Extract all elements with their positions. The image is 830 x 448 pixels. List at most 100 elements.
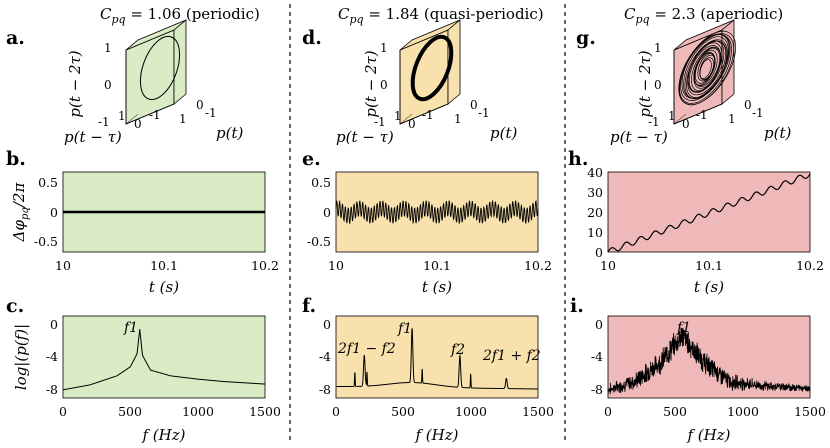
series-line-h xyxy=(607,173,811,253)
cube-zlabel-d: p(t) xyxy=(490,124,517,142)
spectrum-xlabel-i: f (Hz) xyxy=(686,426,730,444)
xtick-c-3: 1000 xyxy=(182,404,214,419)
panel-label-a: a. xyxy=(6,27,25,49)
series-line-i xyxy=(607,327,811,395)
svg-text:-1: -1 xyxy=(696,108,708,122)
ytick-e-2: 0 xyxy=(323,205,331,220)
phase-panel-b: b. Δφpq/2π 0.5 0 -0.5 10 10.1 10.2 t (s) xyxy=(6,148,279,296)
annotation-2f1-minus-f2: 2f1 − f2 xyxy=(337,341,396,357)
svg-text:Cpq = 1.84 (quasi-periodic): Cpq = 1.84 (quasi-periodic) xyxy=(338,5,544,26)
attractor-loop-d xyxy=(410,34,454,102)
svg-text:1: 1 xyxy=(118,109,126,123)
panel-label-d: d. xyxy=(302,27,322,49)
svg-text:1: 1 xyxy=(728,112,736,126)
cube-zlabel-a: p(t) xyxy=(216,124,243,142)
cube-ylabel-a: p(t − 2τ) xyxy=(66,50,84,117)
xtick-b-2: 10.1 xyxy=(150,258,178,273)
panel-label-h: h. xyxy=(568,148,588,170)
svg-text:-1: -1 xyxy=(478,106,490,120)
ytick-i-3: -8 xyxy=(591,382,603,397)
xtick-i-4: 1500 xyxy=(794,404,826,419)
svg-text:0: 0 xyxy=(654,78,662,92)
spectrum-panel-f: f. 0 -4 -8 2f1 − f2 f1 f2 2f1 + f2 0 500… xyxy=(302,295,554,444)
cube-side-a xyxy=(173,19,187,105)
xtick-h-3: 10.2 xyxy=(796,258,824,273)
spectrum-ylabel-c: log|(p(f)| xyxy=(12,324,30,390)
column-title-quasi-periodic: Cpq = 1.84 (quasi-periodic) xyxy=(338,5,544,26)
svg-text:0: 0 xyxy=(134,117,142,131)
ytick-h-3: 20 xyxy=(587,205,603,220)
svg-text:-1: -1 xyxy=(648,115,660,129)
xtick-c-2: 500 xyxy=(118,404,142,419)
ytick-i-2: -4 xyxy=(591,349,603,364)
xtick-f-1: 0 xyxy=(332,404,340,419)
xtick-b-1: 10 xyxy=(55,258,71,273)
attractor-ring-21 xyxy=(678,30,736,106)
annotation-f1-i: f1 xyxy=(676,320,691,336)
svg-text:0: 0 xyxy=(196,98,204,112)
xtick-h-2: 10.1 xyxy=(695,258,723,273)
svg-text:-1: -1 xyxy=(149,108,161,122)
cube-ylabel-g: p(t − 2τ) xyxy=(636,50,654,117)
svg-text:1: 1 xyxy=(104,41,112,55)
svg-text:1: 1 xyxy=(394,109,402,123)
xtick-i-2: 500 xyxy=(663,404,687,419)
cube-xlabel-g: p(t − τ) xyxy=(610,128,668,146)
svg-text:1: 1 xyxy=(454,112,462,126)
attractor-loop-a xyxy=(139,35,181,101)
panel-label-b: b. xyxy=(6,148,26,170)
svg-text:-1: -1 xyxy=(98,115,110,129)
column-title-periodic: Cpq = 1.06 (periodic) xyxy=(100,5,260,26)
spectrum-xlabel-f: f (Hz) xyxy=(414,426,458,444)
panel-label-g: g. xyxy=(576,27,596,49)
cube-xlabel-d: p(t − τ) xyxy=(336,128,394,146)
phase-panel-e: e. 0.5 0 -0.5 10 10.1 10.2 t (s) xyxy=(302,148,552,296)
ytick-h-1: 40 xyxy=(587,165,603,180)
xtick-c-1: 0 xyxy=(59,404,67,419)
xtick-i-3: 1000 xyxy=(727,404,759,419)
phase-xlabel-e: t (s) xyxy=(422,278,452,296)
svg-text:1: 1 xyxy=(654,41,662,55)
ytick-c-3: -8 xyxy=(46,382,58,397)
svg-text:-1: -1 xyxy=(422,108,434,122)
panel-label-f: f. xyxy=(302,295,316,317)
xtick-f-3: 1000 xyxy=(455,404,487,419)
ytick-f-1: 0 xyxy=(323,317,331,332)
svg-text:-1: -1 xyxy=(205,106,217,120)
annotation-f1-c: f1 xyxy=(123,320,138,336)
xtick-b-3: 10.2 xyxy=(251,258,279,273)
phase-xlabel-b: t (s) xyxy=(149,278,179,296)
spectrum-panel-c: c. log|(p(f)| 0 -4 -8 f1 0 500 1000 1500… xyxy=(6,295,281,444)
series-line-c xyxy=(62,329,266,391)
ytick-c-1: 0 xyxy=(50,317,58,332)
svg-text:0: 0 xyxy=(104,78,112,92)
xtick-e-1: 10 xyxy=(328,258,344,273)
cube-side-d xyxy=(447,19,461,105)
cube-zlabel-g: p(t) xyxy=(764,124,791,142)
plot-area-c xyxy=(62,315,266,399)
phase-ylabel-b: Δφpq/2π xyxy=(10,182,31,243)
ytick-h-5: 0 xyxy=(595,245,603,260)
panel-label-c: c. xyxy=(6,295,24,317)
plot-area-f xyxy=(335,315,539,399)
svg-text:1: 1 xyxy=(179,112,187,126)
cube-panel-a: a. p(t − 2τ) 1 0 -1 1 0 -1 -1 0 1 p(t − … xyxy=(6,19,243,146)
ytick-h-4: 10 xyxy=(587,225,603,240)
spectrum-panel-i: i. 0 -4 -8 f1 0 500 1000 1500 f (Hz) xyxy=(570,295,826,444)
svg-text:0: 0 xyxy=(470,98,478,112)
svg-text:0: 0 xyxy=(408,117,416,131)
svg-text:Cpq = 1.06 (periodic): Cpq = 1.06 (periodic) xyxy=(100,5,260,26)
annotation-f1-f: f1 xyxy=(397,321,412,337)
ytick-b-3: -0.5 xyxy=(34,234,58,249)
spectrum-xlabel-c: f (Hz) xyxy=(141,426,185,444)
series-line-f xyxy=(336,328,538,390)
series-line-e xyxy=(335,199,539,225)
xtick-f-2: 500 xyxy=(391,404,415,419)
ytick-b-2: 0 xyxy=(50,205,58,220)
xtick-c-4: 1500 xyxy=(249,404,281,419)
xtick-h-1: 10 xyxy=(600,258,616,273)
svg-text:Δφpq/2π: Δφpq/2π xyxy=(10,182,31,243)
svg-text:1: 1 xyxy=(668,109,676,123)
ytick-e-1: 0.5 xyxy=(311,175,331,190)
panel-label-e: e. xyxy=(302,148,321,170)
